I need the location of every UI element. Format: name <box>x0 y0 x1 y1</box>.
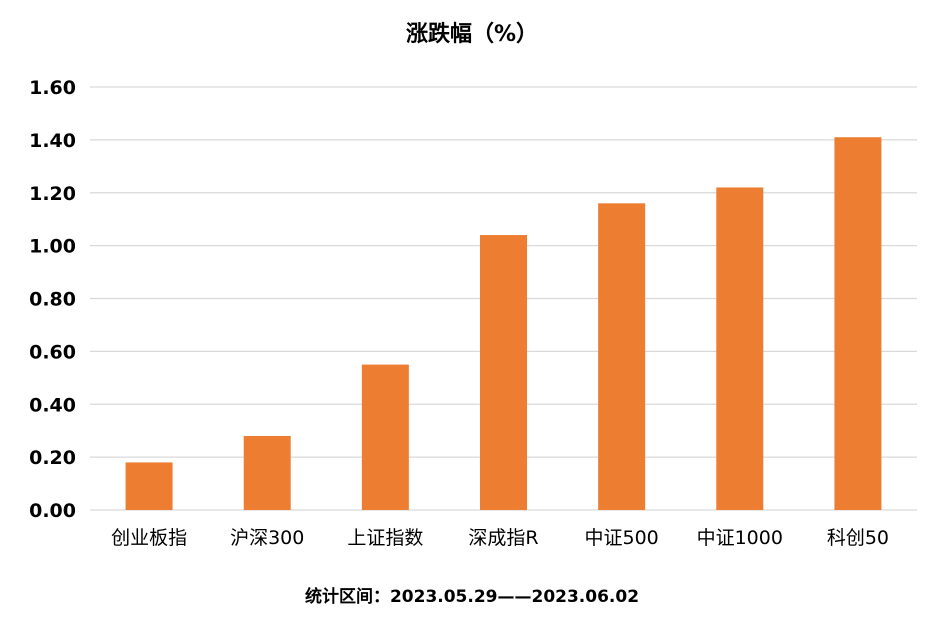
y-tick-label: 1.00 <box>29 236 76 258</box>
y-tick-label: 1.60 <box>29 77 76 99</box>
bar-6 <box>834 137 882 510</box>
x-axis-ticks: 创业板指 沪深300 上证指数 深成指R 中证500 中证1000 科创50 <box>111 527 889 549</box>
chart-title: 涨跌幅（%） <box>405 22 539 47</box>
y-tick-label: 1.20 <box>29 183 76 205</box>
bar-3 <box>480 235 527 511</box>
x-tick-label: 上证指数 <box>347 527 423 549</box>
x-tick-label: 沪深300 <box>230 527 304 549</box>
bars <box>125 137 882 511</box>
x-tick-label: 中证500 <box>585 527 659 549</box>
x-tick-label: 科创50 <box>827 527 889 549</box>
y-tick-label: 0.00 <box>29 500 76 522</box>
bar-5 <box>716 187 764 510</box>
y-tick-label: 0.40 <box>29 394 76 416</box>
bar-0 <box>125 462 173 510</box>
bar-1 <box>243 435 291 510</box>
x-tick-label: 深成指R <box>468 527 538 549</box>
x-tick-label: 中证1000 <box>697 527 783 549</box>
y-tick-label: 0.80 <box>29 289 76 311</box>
bar-4 <box>598 203 646 510</box>
y-axis-ticks: 0.00 0.20 0.40 0.60 0.80 1.00 1.20 1.40 1.60 <box>29 77 76 522</box>
y-tick-label: 0.20 <box>29 447 76 469</box>
bar-2 <box>361 364 409 510</box>
y-tick-label: 1.40 <box>29 130 76 152</box>
chart-footer: 统计区间：2023.05.29——2023.06.02 <box>304 587 640 607</box>
y-tick-label: 0.60 <box>29 341 76 363</box>
x-tick-label: 创业板指 <box>111 527 187 549</box>
